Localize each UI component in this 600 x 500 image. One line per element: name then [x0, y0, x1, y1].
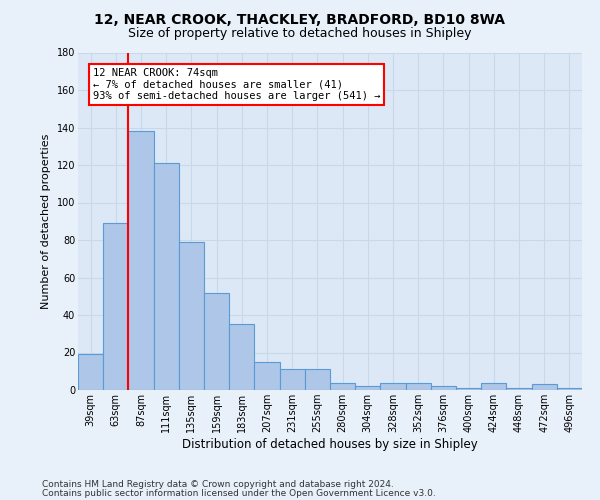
Bar: [431, 386, 456, 390]
Bar: [78, 354, 103, 390]
Bar: [557, 388, 582, 390]
Bar: [254, 362, 280, 390]
Bar: [179, 242, 204, 390]
Bar: [154, 163, 179, 390]
Bar: [506, 388, 532, 390]
X-axis label: Distribution of detached houses by size in Shipley: Distribution of detached houses by size …: [182, 438, 478, 451]
Text: 12 NEAR CROOK: 74sqm
← 7% of detached houses are smaller (41)
93% of semi-detach: 12 NEAR CROOK: 74sqm ← 7% of detached ho…: [93, 68, 380, 101]
Bar: [456, 388, 481, 390]
Text: Size of property relative to detached houses in Shipley: Size of property relative to detached ho…: [128, 28, 472, 40]
Bar: [280, 370, 305, 390]
Bar: [103, 223, 128, 390]
Bar: [128, 131, 154, 390]
Bar: [229, 324, 254, 390]
Bar: [204, 292, 229, 390]
Bar: [380, 382, 406, 390]
Text: 12, NEAR CROOK, THACKLEY, BRADFORD, BD10 8WA: 12, NEAR CROOK, THACKLEY, BRADFORD, BD10…: [95, 12, 505, 26]
Bar: [532, 384, 557, 390]
Bar: [481, 382, 506, 390]
Bar: [330, 382, 355, 390]
Text: Contains HM Land Registry data © Crown copyright and database right 2024.: Contains HM Land Registry data © Crown c…: [42, 480, 394, 489]
Bar: [355, 386, 380, 390]
Bar: [305, 370, 330, 390]
Y-axis label: Number of detached properties: Number of detached properties: [41, 134, 51, 309]
Text: Contains public sector information licensed under the Open Government Licence v3: Contains public sector information licen…: [42, 489, 436, 498]
Bar: [406, 382, 431, 390]
